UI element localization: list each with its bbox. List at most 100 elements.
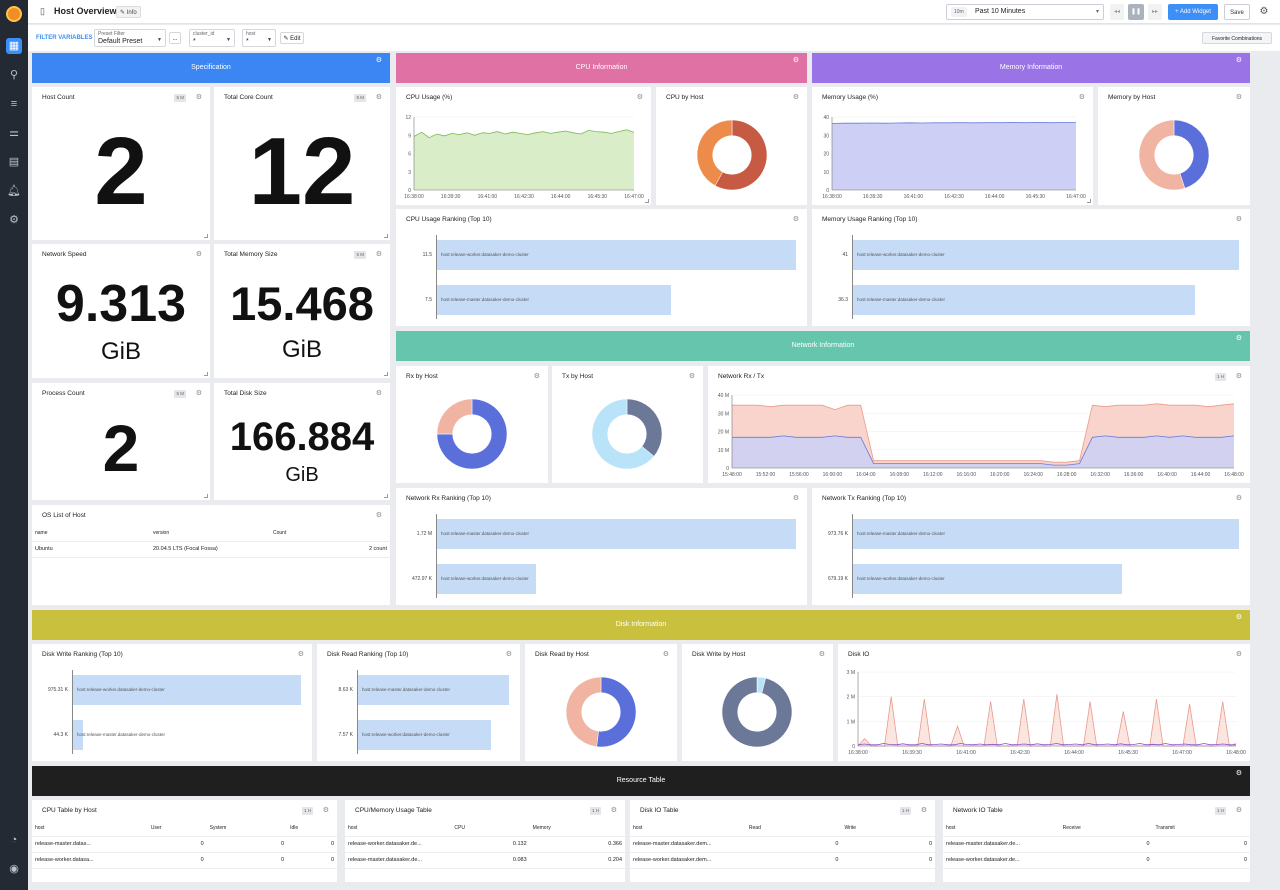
column-header[interactable]: name: [32, 525, 150, 542]
time-badge: 5 M: [174, 94, 186, 102]
x-tick-label: 16:42:30: [1010, 750, 1030, 756]
gear-icon[interactable]: ⚙: [195, 390, 202, 397]
x-tick-label: 16:36:00: [1124, 472, 1144, 478]
bell-icon[interactable]: 🔔︎: [7, 185, 21, 197]
column-header[interactable]: Idle: [287, 820, 337, 837]
panel-title: Network Speed: [42, 251, 87, 258]
column-header[interactable]: Write: [841, 820, 935, 837]
more-button[interactable]: ...: [169, 32, 181, 44]
resize-handle[interactable]: [1087, 199, 1091, 203]
gear-icon[interactable]: ⚙: [1078, 94, 1085, 101]
gear-icon[interactable]: ⚙: [610, 807, 617, 814]
gear-icon[interactable]: ⚙: [375, 512, 382, 519]
column-header[interactable]: Count: [270, 525, 390, 542]
favorite-combinations-button[interactable]: Favorite Combinations: [1202, 32, 1272, 44]
table-cell: 0: [206, 836, 288, 853]
gear-icon[interactable]: ⚙: [818, 651, 825, 658]
dashboard-icon[interactable]: ▦: [6, 38, 22, 54]
gear-icon[interactable]: ⚙: [322, 807, 329, 814]
gear-icon[interactable]: ⚙: [792, 216, 799, 223]
save-button[interactable]: Save: [1224, 4, 1250, 20]
resize-handle[interactable]: [384, 372, 388, 376]
time-badge: 1 H: [301, 807, 313, 815]
gear-icon[interactable]: ⚙: [792, 57, 799, 64]
gear-icon[interactable]: ⚙: [375, 251, 382, 258]
gear-icon[interactable]: ⚙: [297, 651, 304, 658]
gear-icon[interactable]: ⚙: [1235, 373, 1242, 380]
gear-icon[interactable]: ⚙: [662, 651, 669, 658]
disk-io-a-line: [857, 694, 1237, 747]
table-cell: 0: [206, 852, 288, 869]
column-header[interactable]: System: [206, 820, 288, 837]
sliders-icon[interactable]: ⚌: [9, 127, 19, 139]
gear-icon[interactable]: ⚙: [1235, 770, 1242, 777]
gear-icon[interactable]: ⚙: [792, 495, 799, 502]
gear-icon[interactable]: ⚙: [1235, 495, 1242, 502]
gear-icon[interactable]: ⚙: [1235, 614, 1242, 621]
column-header[interactable]: host: [345, 820, 452, 837]
column-header[interactable]: CPU: [451, 820, 530, 837]
time-range-select[interactable]: 10m Past 10 Minutes ▾: [946, 4, 1104, 20]
y-tick-label: 40 M: [718, 393, 729, 399]
column-header[interactable]: host: [32, 820, 148, 837]
gear-icon[interactable]: ⚙: [636, 94, 643, 101]
resize-handle[interactable]: [645, 199, 649, 203]
gear-icon[interactable]: ⚙: [505, 651, 512, 658]
column-header[interactable]: Read: [745, 820, 842, 837]
add-widget-button[interactable]: + Add Widget: [1168, 4, 1218, 20]
table-row: release-worker.datasaker.de... 0 0: [943, 852, 1250, 869]
resize-handle[interactable]: [384, 494, 388, 498]
gear-icon[interactable]: ⚙: [533, 373, 540, 380]
column-header[interactable]: User: [147, 820, 207, 837]
x-tick-label: 16:47:00: [1172, 750, 1192, 756]
gear-icon[interactable]: ⚙: [920, 807, 927, 814]
gear-icon[interactable]: ⚙: [1235, 94, 1242, 101]
gear-icon[interactable]: ⚙: [1235, 807, 1242, 814]
preset-filter-select[interactable]: Preset Filter Default Preset ▼: [94, 29, 166, 47]
section-title: Network Information: [791, 342, 855, 349]
pause-icon[interactable]: ❚❚: [1128, 4, 1144, 20]
bookmark-icon[interactable]: ▯: [40, 6, 45, 16]
disk-io-b-line: [857, 743, 1236, 746]
resize-handle[interactable]: [384, 234, 388, 238]
forward-icon[interactable]: ▸▸: [1148, 4, 1162, 20]
resize-handle[interactable]: [204, 372, 208, 376]
settings-icon[interactable]: ⚙: [9, 214, 19, 226]
help-icon[interactable]: ◔: [10, 834, 18, 846]
gear-icon[interactable]: ⚙: [1259, 6, 1269, 17]
column-header[interactable]: host: [943, 820, 1060, 837]
filter-bar: FILTER VARIABLES Preset Filter Default P…: [28, 25, 1280, 51]
gear-icon[interactable]: ⚙: [1235, 216, 1242, 223]
gear-icon[interactable]: ⚙: [375, 390, 382, 397]
gear-icon[interactable]: ⚙: [195, 94, 202, 101]
gear-icon[interactable]: ⚙: [1235, 651, 1242, 658]
column-header[interactable]: version: [150, 525, 270, 542]
edit-filter-button[interactable]: ✎ Edit: [280, 32, 304, 44]
donut-hole: [581, 692, 621, 732]
resize-handle[interactable]: [204, 234, 208, 238]
y-tick-label: 9: [408, 133, 411, 139]
resize-handle[interactable]: [204, 494, 208, 498]
gear-icon[interactable]: ⚙: [375, 94, 382, 101]
gear-icon[interactable]: ⚙: [375, 57, 382, 64]
topology-icon[interactable]: ⚲: [9, 69, 19, 81]
gear-icon[interactable]: ⚙: [1235, 335, 1242, 342]
x-tick-label: 16:04:00: [856, 472, 876, 478]
app-logo[interactable]: [6, 6, 22, 22]
cpu-table-panel: CPU Table by Host 1 H ⚙ host User System Id…: [32, 800, 337, 882]
column-header[interactable]: Transmit: [1152, 820, 1250, 837]
report-icon[interactable]: ▤: [8, 156, 20, 168]
column-header[interactable]: Memory: [529, 820, 625, 837]
database-icon[interactable]: ≡: [10, 98, 18, 110]
gear-icon[interactable]: ⚙: [792, 94, 799, 101]
column-header[interactable]: host: [630, 820, 746, 837]
rewind-icon[interactable]: ◂◂: [1110, 4, 1124, 20]
column-header[interactable]: Receive: [1059, 820, 1153, 837]
info-button[interactable]: ✎ Info: [116, 6, 141, 18]
host-select[interactable]: host * ▼: [242, 29, 276, 47]
user-icon[interactable]: ◉: [9, 863, 19, 875]
gear-icon[interactable]: ⚙: [1235, 57, 1242, 64]
cluster-select[interactable]: cluster_id * ▼: [189, 29, 235, 47]
gear-icon[interactable]: ⚙: [195, 251, 202, 258]
gear-icon[interactable]: ⚙: [688, 373, 695, 380]
